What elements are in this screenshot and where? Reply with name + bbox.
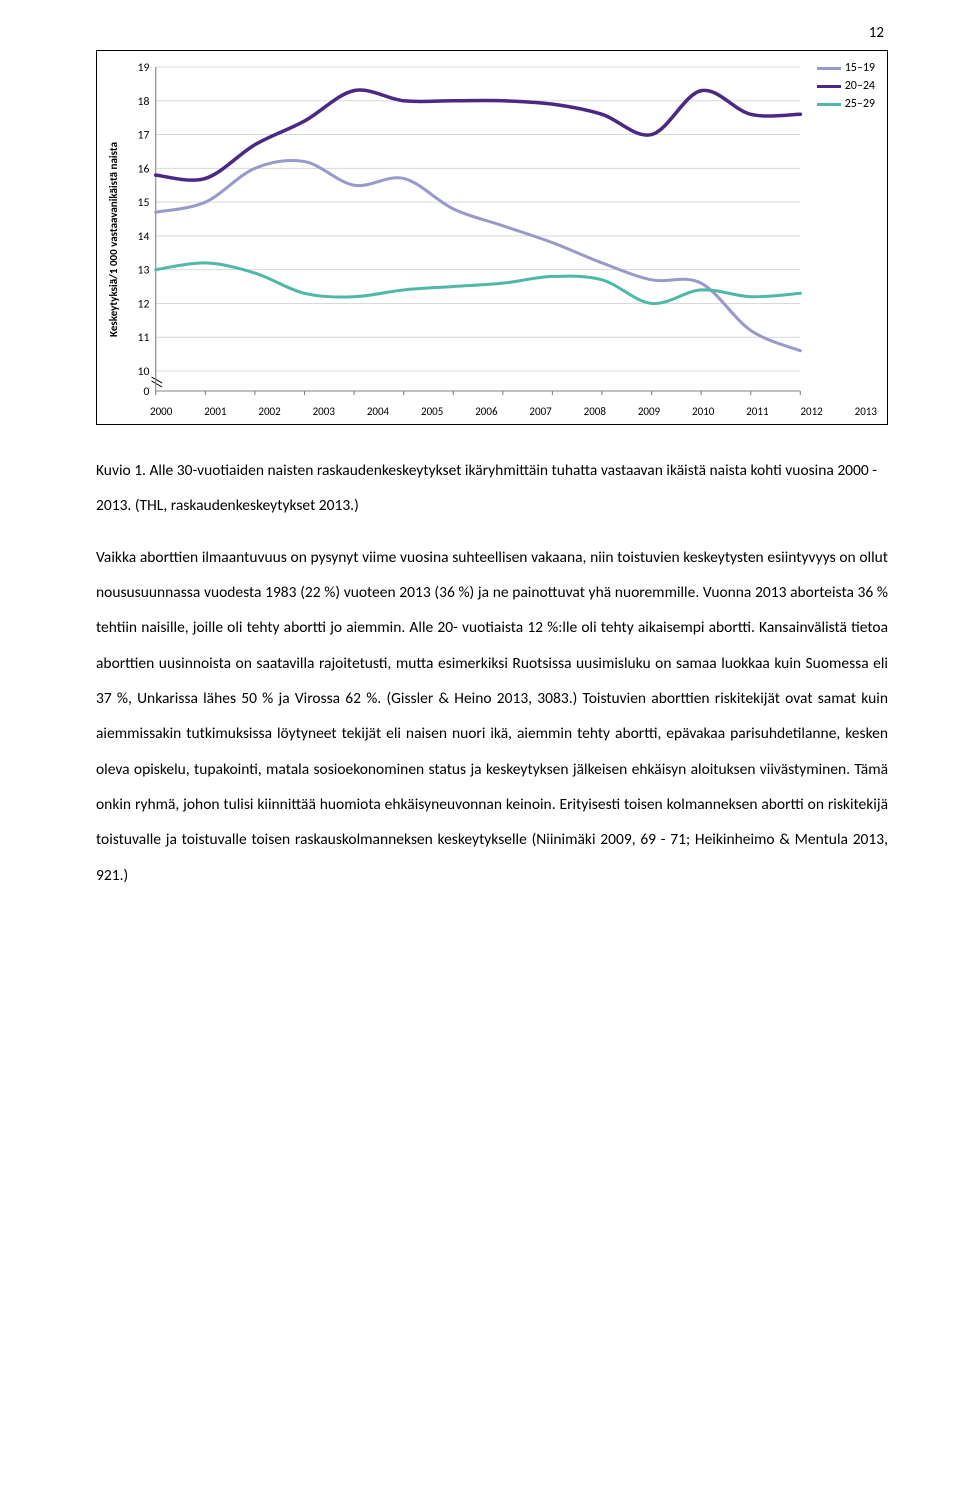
x-tick-label: 2001 — [204, 405, 226, 418]
x-tick-label: 2007 — [529, 405, 551, 418]
legend-swatch — [817, 85, 841, 88]
line-chart: 19 18 17 16 15 14 13 12 11 10 0 — [126, 61, 807, 401]
x-tick-label: 2013 — [855, 405, 877, 418]
x-tick-label: 2004 — [367, 405, 389, 418]
x-tick-label: 2010 — [692, 405, 714, 418]
x-tick-label: 2000 — [150, 405, 172, 418]
page-number: 12 — [96, 24, 888, 42]
svg-text:0: 0 — [143, 385, 149, 399]
svg-text:17: 17 — [138, 129, 150, 143]
figure-caption: Kuvio 1. Alle 30-vuotiaiden naisten rask… — [96, 453, 888, 524]
legend-item: 20–24 — [817, 79, 875, 93]
svg-text:15: 15 — [138, 196, 150, 210]
svg-text:19: 19 — [138, 61, 150, 75]
x-tick-label: 2003 — [313, 405, 335, 418]
x-tick-label: 2008 — [584, 405, 606, 418]
x-tick-label: 2011 — [746, 405, 768, 418]
legend-label: 20–24 — [845, 79, 875, 93]
x-tick-label: 2009 — [638, 405, 660, 418]
svg-text:16: 16 — [138, 163, 150, 177]
x-tick-label: 2002 — [258, 405, 280, 418]
legend-swatch — [817, 103, 841, 106]
svg-text:13: 13 — [138, 264, 150, 278]
svg-text:12: 12 — [138, 298, 150, 312]
x-tick-label: 2006 — [475, 405, 497, 418]
svg-text:11: 11 — [138, 332, 150, 346]
legend-label: 15–19 — [845, 61, 875, 75]
svg-text:14: 14 — [138, 230, 150, 244]
body-paragraph: Vaikka aborttien ilmaantuvuus on pysynyt… — [96, 540, 888, 893]
chart-container: Keskeytyksiä/1 000 vastaavanikäistä nais… — [96, 50, 888, 425]
svg-text:10: 10 — [138, 365, 150, 379]
x-axis-ticks: 2000 2001 2002 2003 2004 2005 2006 2007 2008 2009… — [126, 405, 877, 418]
legend-label: 25–29 — [845, 97, 875, 111]
chart-legend: 15–19 20–24 25–29 — [807, 61, 877, 111]
svg-text:18: 18 — [138, 95, 150, 109]
x-tick-label: 2005 — [421, 405, 443, 418]
legend-item: 15–19 — [817, 61, 875, 75]
y-axis-label: Keskeytyksiä/1 000 vastaavanikäistä nais… — [107, 142, 120, 337]
legend-item: 25–29 — [817, 97, 875, 111]
x-tick-label: 2012 — [800, 405, 822, 418]
legend-swatch — [817, 67, 841, 70]
